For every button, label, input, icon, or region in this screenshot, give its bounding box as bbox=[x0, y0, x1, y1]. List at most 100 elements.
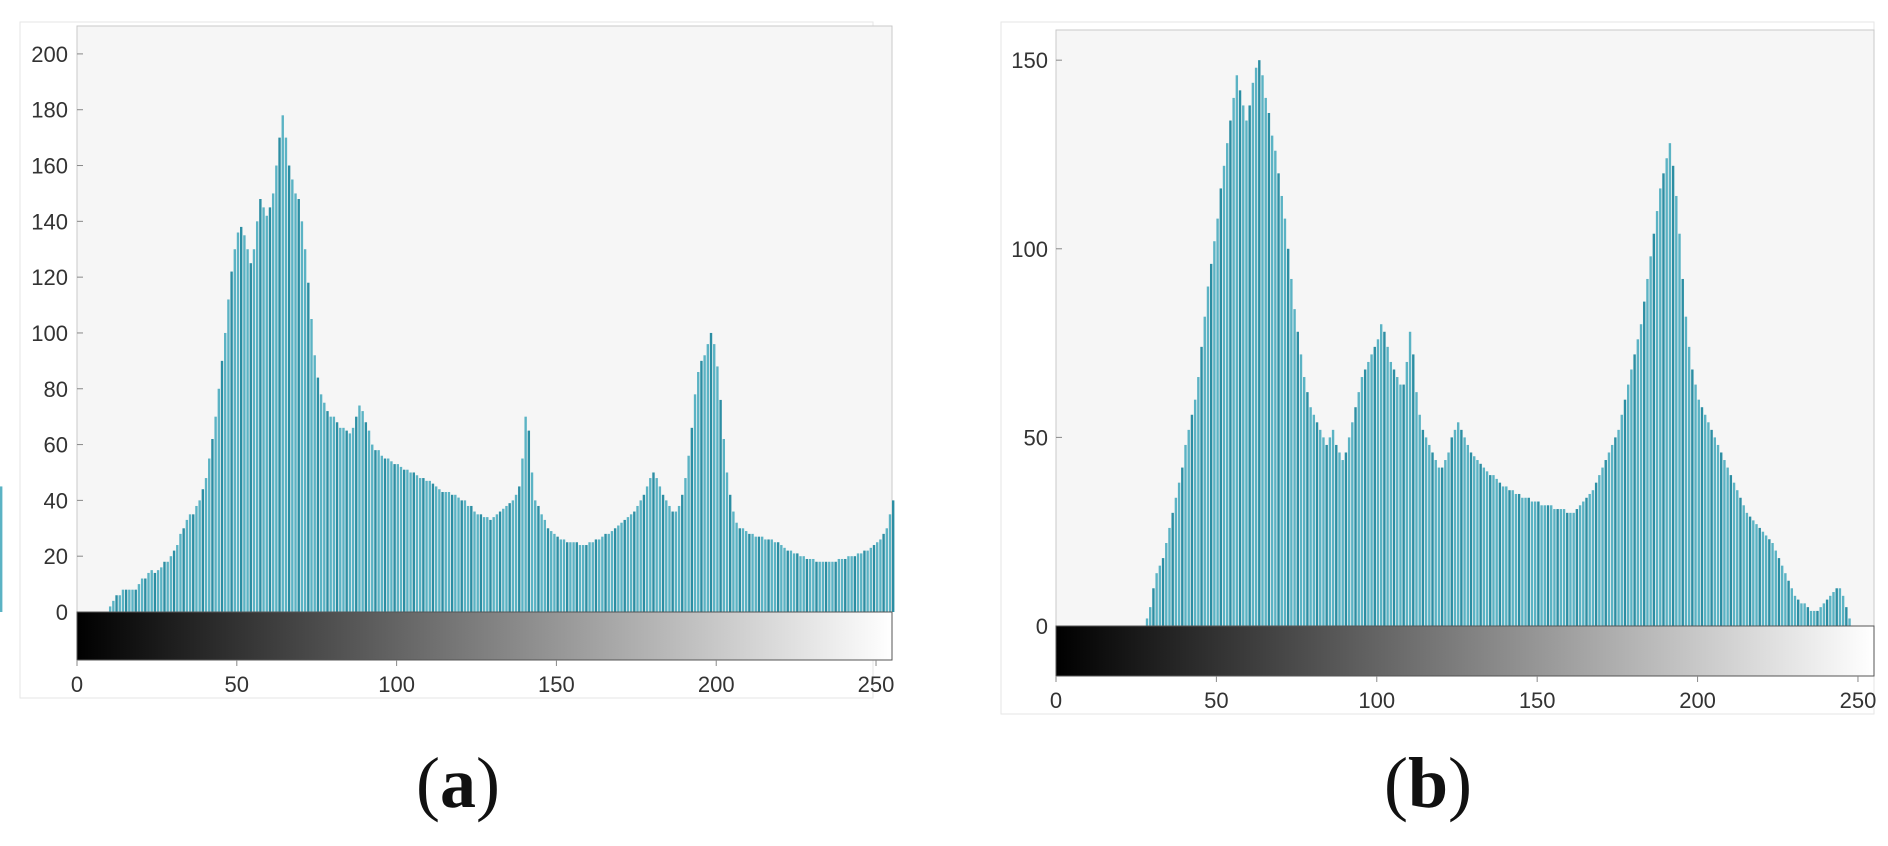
histogram-bar bbox=[1627, 384, 1630, 626]
histogram-bar bbox=[1270, 135, 1274, 626]
histogram-bar bbox=[1283, 218, 1287, 627]
histogram-bar bbox=[1617, 429, 1620, 626]
histogram-bar bbox=[633, 511, 636, 612]
histogram-chart-a: 0 20 40 60 80 100 120 140 160 180 200 0 50 100 150 200 2… bbox=[0, 21, 895, 699]
histogram-bar bbox=[1258, 60, 1261, 627]
y-tick-label: 0 bbox=[1036, 614, 1048, 639]
histogram-bar bbox=[799, 556, 802, 612]
histogram-bar bbox=[0, 486, 3, 612]
y-tick-label: 160 bbox=[31, 154, 68, 179]
histogram-bar bbox=[1245, 120, 1248, 626]
histogram-bar bbox=[275, 165, 278, 612]
histogram-bar bbox=[1550, 505, 1553, 626]
histogram-bar bbox=[348, 433, 352, 612]
histogram-bar bbox=[1293, 309, 1296, 626]
histogram-bar bbox=[872, 545, 876, 612]
histogram-bar bbox=[387, 458, 390, 612]
histogram-bar bbox=[214, 416, 217, 612]
histogram-bar bbox=[808, 558, 812, 612]
histogram-bar bbox=[613, 528, 617, 612]
histogram-bar bbox=[422, 478, 425, 612]
histogram-bar bbox=[1716, 444, 1720, 626]
histogram-bar bbox=[1659, 188, 1662, 626]
histogram-bar bbox=[1335, 444, 1338, 626]
x-tick-label: 150 bbox=[1519, 688, 1556, 713]
x-tick-label: 150 bbox=[538, 672, 575, 697]
histogram-bar bbox=[687, 455, 690, 612]
histogram-bar bbox=[233, 249, 236, 613]
histogram-bar bbox=[1193, 399, 1197, 626]
histogram-bar bbox=[268, 207, 272, 612]
histogram-bar bbox=[550, 531, 553, 612]
histogram-bar bbox=[121, 589, 125, 612]
histogram-bar bbox=[1623, 399, 1627, 626]
histogram-bar bbox=[1312, 414, 1316, 626]
histogram-bar bbox=[454, 494, 457, 612]
histogram-bar bbox=[1527, 497, 1530, 626]
histogram-bar bbox=[719, 399, 722, 612]
histogram-bar bbox=[540, 514, 543, 612]
histogram-bar bbox=[1248, 105, 1251, 626]
histogram-bar bbox=[230, 271, 233, 612]
histogram-bar bbox=[1553, 509, 1556, 626]
histogram-bar bbox=[1732, 482, 1736, 626]
histogram-bar bbox=[281, 115, 284, 613]
histogram-bar bbox=[153, 572, 157, 612]
histogram-bar bbox=[220, 360, 224, 612]
histogram-bar bbox=[604, 533, 607, 612]
histogram-bar bbox=[610, 531, 614, 612]
histogram-bar bbox=[818, 561, 821, 612]
histogram-bar bbox=[729, 494, 732, 612]
histogram-bar bbox=[147, 572, 150, 612]
x-tick-label: 0 bbox=[1050, 688, 1062, 713]
histogram-bar bbox=[1566, 512, 1569, 626]
histogram-bar bbox=[1546, 505, 1550, 626]
histogram-bar bbox=[725, 472, 729, 612]
histogram-bar bbox=[1559, 509, 1563, 626]
histogram-bar bbox=[1322, 437, 1325, 626]
histogram-bar bbox=[514, 494, 518, 612]
histogram-bar bbox=[1652, 233, 1656, 626]
histogram-bar bbox=[297, 199, 300, 612]
histogram-bar bbox=[1771, 543, 1774, 626]
x-tick-label: 250 bbox=[1840, 688, 1877, 713]
y-tick-label: 50 bbox=[1024, 425, 1048, 450]
histogram-bar bbox=[1829, 595, 1832, 626]
histogram-bar bbox=[1707, 422, 1710, 626]
histogram-bar bbox=[342, 427, 345, 612]
caption-b-letter: b bbox=[1407, 743, 1449, 823]
histogram-bar bbox=[824, 561, 828, 612]
histogram-bar bbox=[447, 492, 451, 612]
y-tick-label: 100 bbox=[31, 321, 68, 346]
histogram-bar bbox=[1209, 263, 1213, 626]
histogram-bar bbox=[425, 480, 428, 612]
histogram-bar bbox=[163, 561, 166, 612]
histogram-bar bbox=[1822, 603, 1826, 626]
histogram-bar bbox=[1774, 550, 1777, 626]
histogram-bar bbox=[390, 461, 393, 612]
histogram-bar bbox=[1171, 512, 1174, 626]
histogram-bar bbox=[1809, 610, 1813, 626]
histogram-bar bbox=[1742, 505, 1745, 626]
histogram-bar bbox=[1832, 592, 1835, 626]
histogram-bar bbox=[796, 553, 799, 612]
histogram-bar bbox=[665, 500, 668, 612]
histogram-bar bbox=[594, 539, 598, 612]
histogram-bar bbox=[1639, 324, 1643, 626]
histogram-bar bbox=[860, 553, 863, 612]
histogram-bar bbox=[1729, 475, 1733, 626]
histogram-bar bbox=[1396, 377, 1399, 626]
x-tick-label: 50 bbox=[225, 672, 249, 697]
histogram-bar bbox=[1813, 610, 1816, 626]
histogram-bar bbox=[543, 519, 547, 612]
histogram-bar bbox=[885, 528, 888, 612]
histogram-bar bbox=[1569, 512, 1572, 626]
histogram-bar bbox=[751, 533, 754, 612]
histogram-bar bbox=[1386, 346, 1389, 626]
histogram-bar bbox=[1145, 618, 1149, 626]
histogram-bar bbox=[428, 480, 431, 612]
histogram-bar bbox=[527, 430, 531, 612]
histogram-bar bbox=[195, 505, 198, 612]
histogram-bar bbox=[495, 514, 499, 612]
histogram-bar bbox=[460, 500, 463, 612]
